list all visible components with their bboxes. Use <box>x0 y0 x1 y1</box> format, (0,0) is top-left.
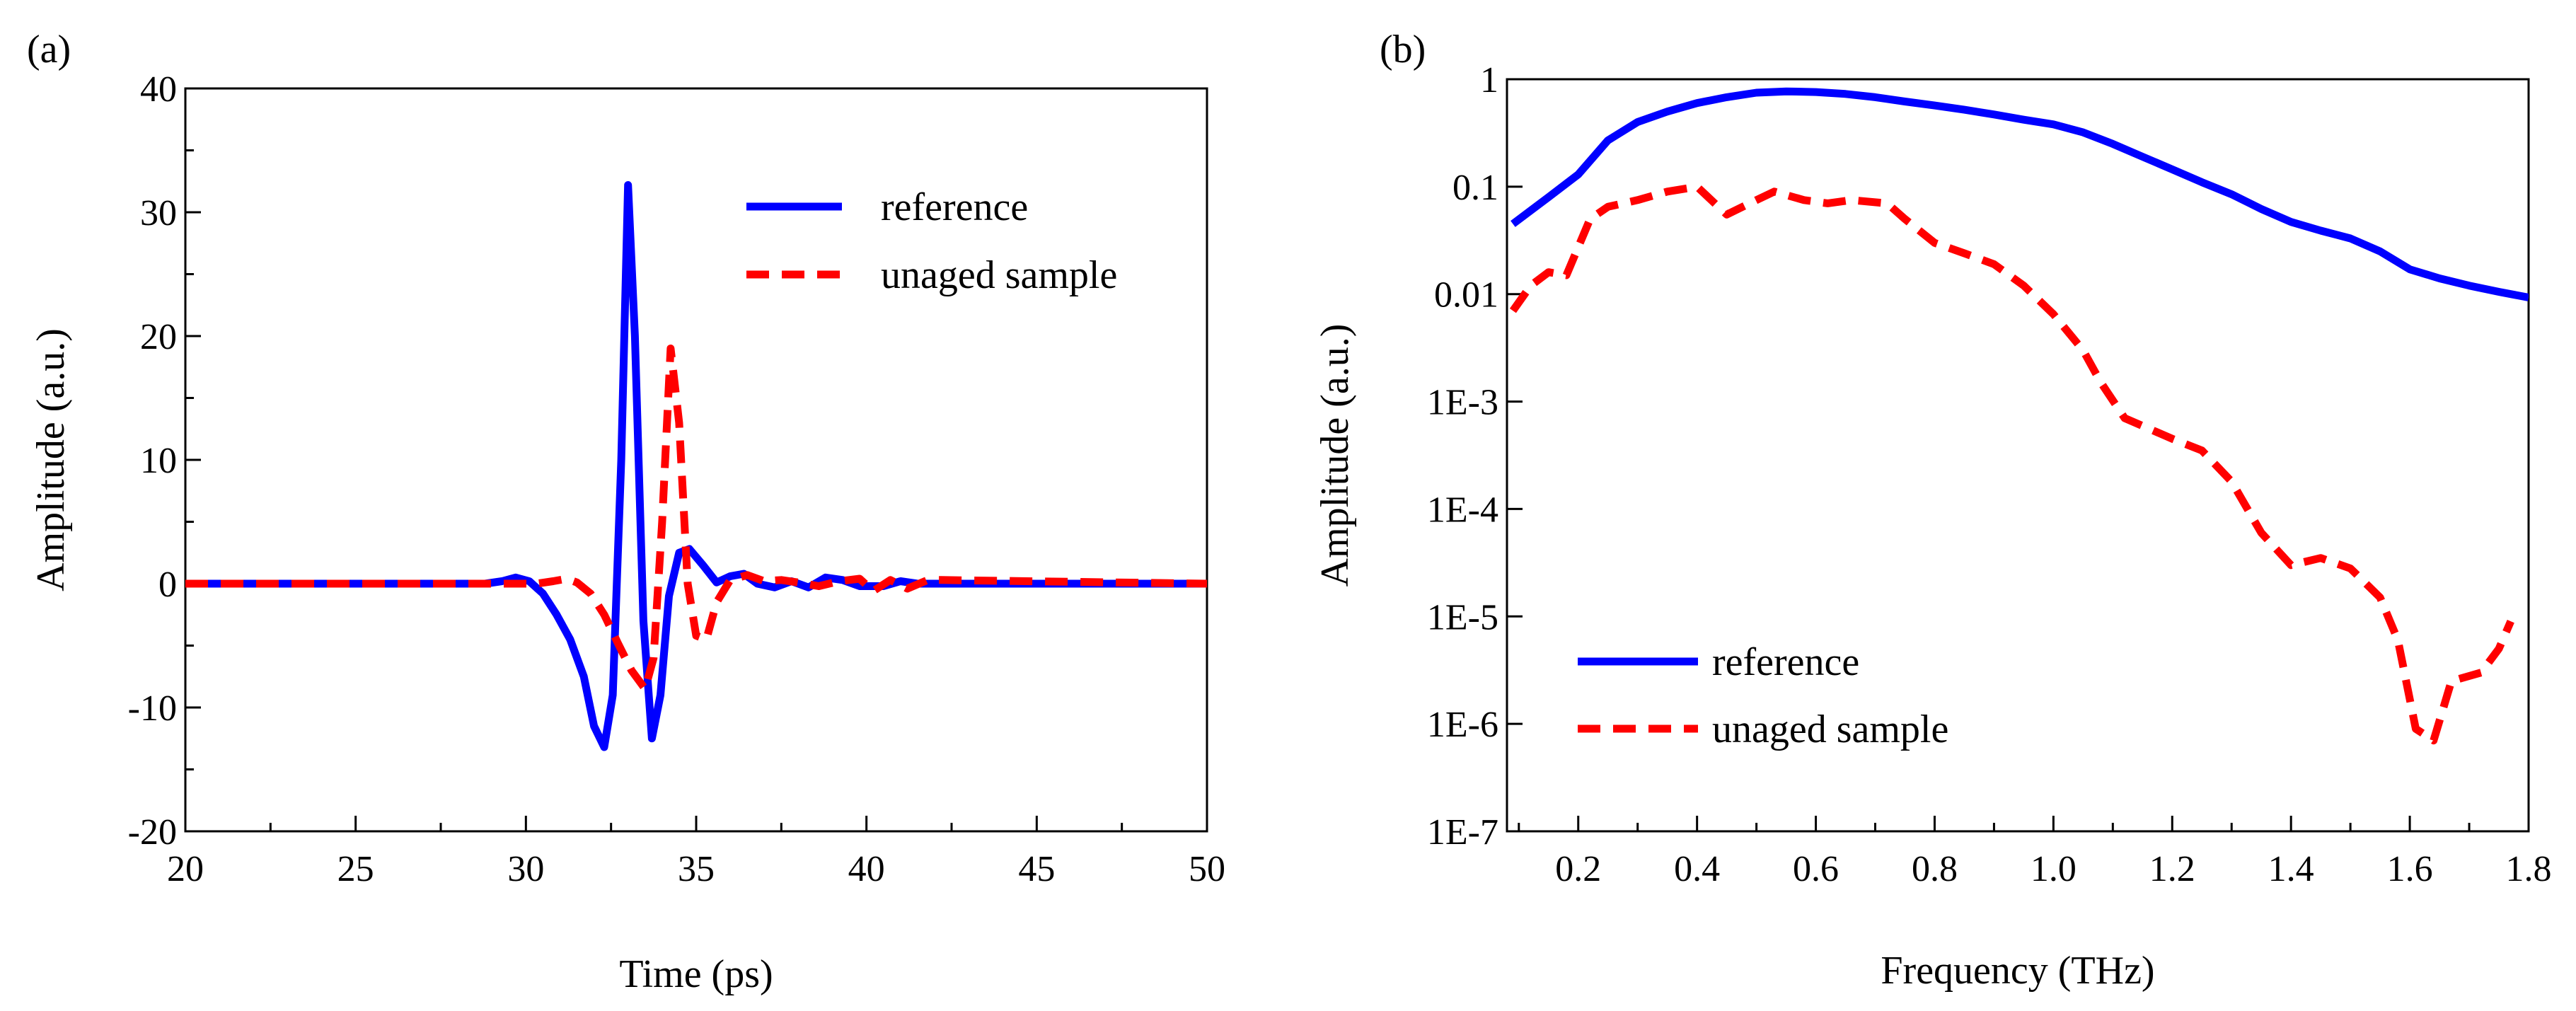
y-tick-label: 1E-6 <box>1427 705 1498 745</box>
panel-b-series <box>1509 87 2529 745</box>
panel-b-x-axis-title: Frequency (THz) <box>1881 949 2154 993</box>
y-tick-label: 1E-4 <box>1427 490 1498 530</box>
x-tick-label: 1.4 <box>2268 849 2314 889</box>
y-tick-label: 1 <box>1480 60 1498 100</box>
y-tick-label: 0.1 <box>1452 168 1498 208</box>
panel-b-frequency-domain: (b) 0.2 0.4 0.6 0.8 1.0 1.2 1.4 1.6 1.8 1E-7 1E-6… <box>1313 28 2552 993</box>
x-tick-label: 1.8 <box>2506 849 2552 889</box>
x-tick-label: 0.6 <box>1793 849 1839 889</box>
y-tick-label: 1E-7 <box>1427 812 1498 853</box>
y-tick-label: -10 <box>128 688 177 729</box>
panel-a-x-axis-title: Time (ps) <box>619 952 773 996</box>
panel-b-y-axis-title: Amplitude (a.u.) <box>1313 324 1357 587</box>
x-tick-label: 30 <box>507 849 544 889</box>
panel-b-legend-unaged-label: unaged sample <box>1712 707 1948 751</box>
y-tick-label: 20 <box>140 317 177 357</box>
x-tick-label: 50 <box>1189 849 1225 889</box>
y-tick-label: 0.01 <box>1434 275 1498 316</box>
series-line-unaged-sample <box>185 345 1207 693</box>
series-line-unaged-sample <box>1509 183 2514 745</box>
panel-b-plot-frame <box>1506 78 2530 833</box>
x-tick-label: 0.4 <box>1674 849 1720 889</box>
panel-a-y-axis-title: Amplitude (a.u.) <box>29 328 73 591</box>
x-tick-label: 45 <box>1018 849 1055 889</box>
x-tick-label: 0.8 <box>1912 849 1958 889</box>
panel-b-label: (b) <box>1380 28 1426 71</box>
y-tick-label: 40 <box>140 69 177 110</box>
panel-a-series <box>185 181 1207 751</box>
y-tick-label: 30 <box>140 193 177 233</box>
y-tick-label: 0 <box>158 565 177 605</box>
y-tick-label: 10 <box>140 441 177 481</box>
series-line-reference <box>1511 87 2529 301</box>
x-tick-label: 25 <box>337 849 374 889</box>
panel-b-x-ticks: 0.2 0.4 0.6 0.8 1.0 1.2 1.4 1.6 1.8 <box>1518 816 2552 889</box>
panel-b-legend-reference-label: reference <box>1712 640 1859 684</box>
x-tick-label: 35 <box>678 849 715 889</box>
y-tick-label: -20 <box>128 812 177 853</box>
x-tick-label: 0.2 <box>1555 849 1601 889</box>
panel-a-plot-frame <box>184 87 1208 833</box>
y-tick-label: 1E-5 <box>1427 597 1498 637</box>
y-tick-label: 1E-3 <box>1427 383 1498 423</box>
panel-a-time-domain: (a) 20 25 30 35 40 45 50 -20 -10 0 10 20 30 40 Time … <box>27 28 1225 996</box>
panel-a-legend-unaged-label: unaged sample <box>881 253 1117 297</box>
panel-a-label: (a) <box>27 28 71 71</box>
panel-a-y-ticks: -20 -10 0 10 20 30 40 <box>128 69 201 853</box>
panel-b-y-ticks: 1E-7 1E-6 1E-5 1E-4 1E-3 0.01 0.1 1 <box>1427 60 1523 853</box>
panel-b-legend: reference unaged sample <box>1578 640 1948 751</box>
x-tick-label: 1.0 <box>2031 849 2077 889</box>
x-tick-label: 40 <box>848 849 885 889</box>
x-tick-label: 20 <box>167 849 204 889</box>
panel-a-legend: reference unaged sample <box>746 185 1117 297</box>
x-tick-label: 1.2 <box>2149 849 2195 889</box>
series-line-reference <box>185 181 1207 751</box>
panel-a-legend-reference-label: reference <box>881 185 1028 229</box>
panel-a-x-ticks: 20 25 30 35 40 45 50 <box>167 816 1225 889</box>
x-tick-label: 1.6 <box>2387 849 2433 889</box>
